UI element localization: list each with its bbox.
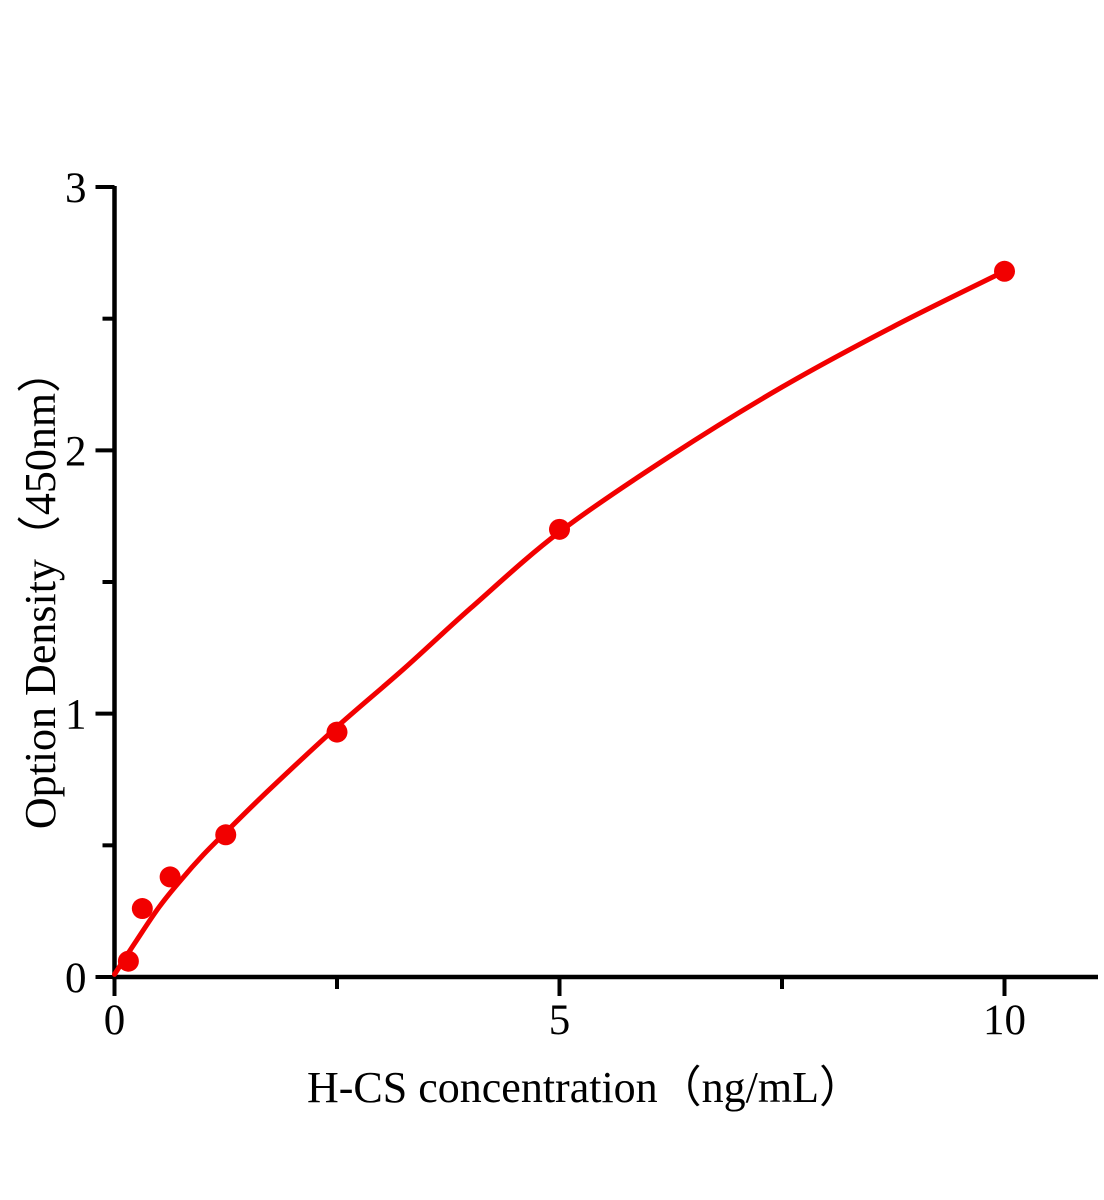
data-point <box>326 721 348 743</box>
fitted-curve-path <box>112 268 1007 977</box>
data-point <box>215 824 237 846</box>
x-tick-label: 5 <box>549 997 571 1044</box>
y-tick-label: 0 <box>65 955 87 1002</box>
data-point <box>159 866 181 888</box>
data-point <box>131 898 153 920</box>
data-point <box>994 260 1015 282</box>
y-tick-label: 2 <box>65 428 87 475</box>
x-tick-label: 10 <box>983 997 1026 1044</box>
y-tick-label: 1 <box>65 692 87 739</box>
data-point <box>549 518 570 540</box>
data-point <box>117 950 139 972</box>
y-tick-label: 3 <box>65 165 87 212</box>
x-tick-label: 0 <box>104 997 126 1044</box>
x-axis-title: H-CS concentration（ng/mL） <box>306 1063 864 1112</box>
y-axis-title: Option Density（450nm） <box>16 348 65 830</box>
